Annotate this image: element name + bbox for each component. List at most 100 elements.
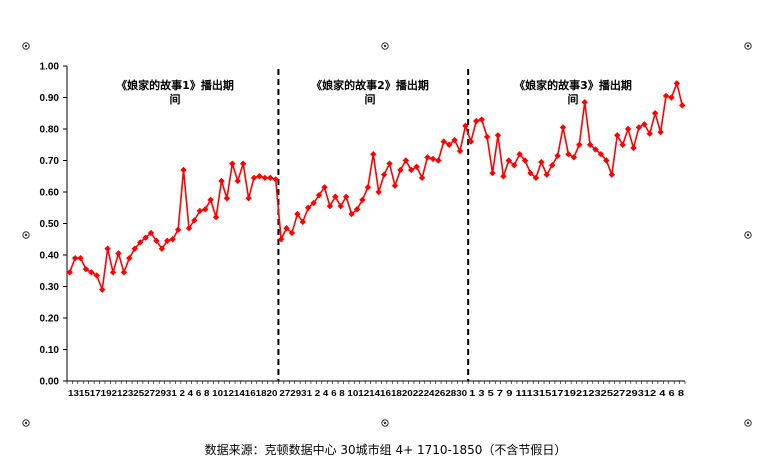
data-point: [245, 195, 252, 202]
data-point: [456, 147, 464, 155]
axes: [66, 66, 685, 382]
data-point: [592, 146, 599, 153]
data-point: [619, 141, 626, 148]
data-point: [467, 138, 475, 145]
data-point: [543, 171, 550, 178]
data-point: [473, 117, 480, 125]
data-point: [115, 250, 122, 257]
y-tick-label: 0.50: [40, 219, 60, 230]
data-point: [565, 151, 572, 158]
data-point: [576, 141, 583, 148]
data-point: [104, 245, 111, 252]
data-point: [662, 92, 670, 100]
data-point: [630, 144, 637, 152]
y-tick-label: 0.60: [40, 188, 60, 199]
period-dividers: [277, 69, 470, 381]
handle-mark-dot: [746, 421, 750, 425]
data-point: [169, 236, 176, 243]
data-point: [511, 162, 518, 169]
data-point: [635, 124, 643, 131]
y-tick-label: 0.20: [40, 314, 60, 325]
data-point: [646, 130, 653, 137]
period-annotation-wrap: 间: [365, 93, 376, 106]
data-point: [261, 174, 269, 182]
series: [66, 80, 686, 293]
data-point: [462, 122, 469, 130]
data-point: [180, 166, 187, 174]
data-point: [315, 191, 323, 199]
data-point: [272, 176, 279, 183]
data-point: [142, 234, 149, 241]
data-point: [505, 157, 513, 164]
source-note: 数据来源：克顿数据中心 30城市组 4+ 1710-1850（不含节假日）: [204, 443, 567, 457]
data-point: [277, 236, 285, 243]
data-point: [174, 226, 182, 233]
data-point: [624, 125, 632, 133]
data-point: [413, 163, 420, 170]
data-point: [559, 124, 567, 131]
y-tick-label: 0.70: [40, 156, 60, 167]
y-axis-ticks: 0.00 0.10 0.20 0.30 0.40 0.50 0.60 0.70 0.80 0.90…: [40, 62, 67, 388]
data-point: [445, 141, 453, 148]
y-tick-label: 0.00: [40, 377, 60, 388]
y-tick-label: 0.10: [40, 345, 60, 356]
data-point: [136, 239, 144, 246]
data-point: [131, 245, 138, 252]
data-point: [66, 269, 73, 276]
y-tick-label: 1.00: [40, 62, 60, 73]
data-point: [673, 80, 681, 87]
data-point: [527, 169, 534, 177]
y-tick-label: 0.80: [40, 125, 60, 136]
y-tick-label: 0.90: [40, 93, 60, 104]
data-point: [538, 158, 545, 166]
period-annotation: 《娘家的故事3》播出期: [514, 78, 632, 92]
period-annotation: 《娘家的故事2》播出期: [311, 78, 429, 92]
data-point: [348, 210, 355, 218]
data-point: [386, 160, 393, 167]
data-point: [424, 154, 431, 161]
data-point: [380, 171, 388, 178]
data-point: [500, 173, 507, 180]
data-point: [429, 155, 437, 163]
data-point: [657, 128, 664, 136]
data-point: [234, 177, 241, 185]
data-point: [603, 157, 610, 164]
y-tick-label: 0.30: [40, 282, 60, 293]
data-point: [71, 254, 79, 262]
data-point: [310, 199, 317, 207]
data-point: [581, 99, 588, 106]
data-point: [196, 207, 204, 215]
data-point: [440, 138, 447, 145]
data-point: [158, 245, 166, 252]
data-point: [185, 225, 193, 232]
data-point: [239, 160, 247, 167]
handle-mark-dot: [24, 44, 28, 48]
data-point: [397, 166, 404, 174]
data-point: [126, 254, 133, 262]
series-line: [68, 82, 684, 291]
data-point: [229, 160, 236, 167]
data-point: [120, 269, 128, 276]
data-point: [478, 116, 485, 123]
data-point: [641, 121, 648, 128]
data-point: [451, 136, 458, 144]
data-point: [359, 196, 366, 204]
data-point: [288, 229, 296, 237]
data-point: [679, 102, 686, 109]
data-point: [326, 202, 334, 210]
data-point: [554, 152, 561, 159]
data-point: [494, 132, 502, 139]
data-point: [375, 188, 382, 196]
data-point: [153, 237, 160, 245]
data-point: [218, 177, 225, 185]
data-point: [402, 157, 410, 164]
data-point: [250, 174, 258, 182]
data-point: [99, 286, 106, 293]
data-point: [668, 94, 675, 101]
data-point: [651, 110, 659, 117]
data-point: [212, 214, 220, 221]
data-point: [391, 182, 399, 189]
data-point: [88, 269, 95, 276]
data-point: [597, 151, 605, 158]
